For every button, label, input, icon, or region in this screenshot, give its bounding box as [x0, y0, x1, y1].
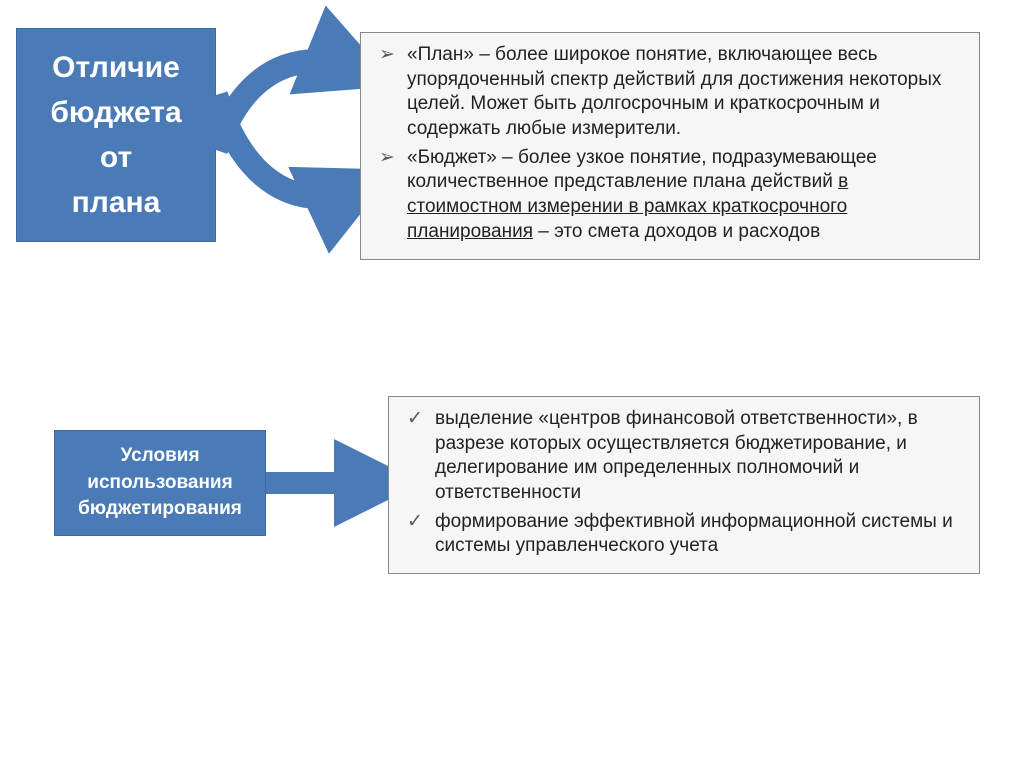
list-item: выделение «центров финансовой ответствен…: [417, 407, 963, 506]
item-text: формирование эффективной информационной …: [435, 511, 953, 557]
content-box-conditions: выделение «центров финансовой ответствен…: [388, 396, 980, 574]
item-text-pre: «Бюджет» – более узкое понятие, подразум…: [407, 147, 877, 193]
list-item: формирование эффективной информационной …: [417, 510, 963, 559]
list-item: «Бюджет» – более узкое понятие, подразум…: [389, 146, 963, 245]
straight-arrow: [0, 0, 400, 600]
difference-list: «План» – более широкое понятие, включающ…: [389, 43, 963, 245]
list-item: «План» – более широкое понятие, включающ…: [389, 43, 963, 142]
content-box-difference: «План» – более широкое понятие, включающ…: [360, 32, 980, 260]
conditions-list: выделение «центров финансовой ответствен…: [417, 407, 963, 559]
item-text: выделение «центров финансовой ответствен…: [435, 408, 918, 503]
item-text: «План» – более широкое понятие, включающ…: [407, 44, 941, 139]
item-text-post: – это смета доходов и расходов: [533, 221, 820, 242]
